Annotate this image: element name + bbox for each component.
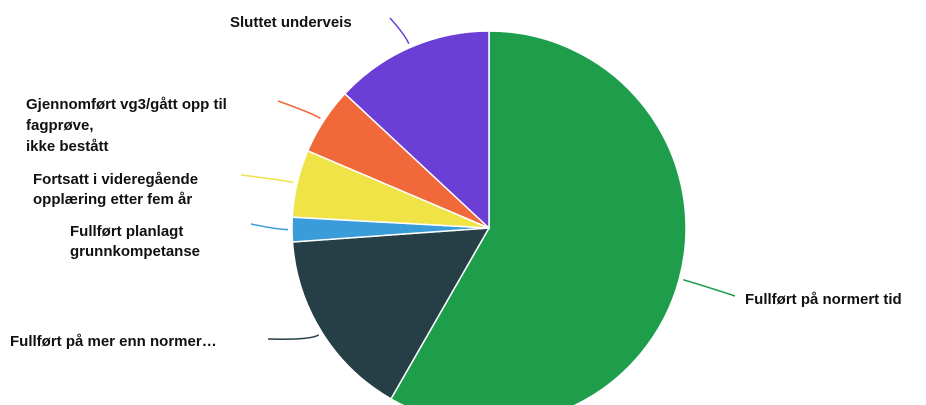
pie-slice-normert-tid bbox=[389, 30, 687, 405]
leader-line-normert-tid bbox=[683, 279, 736, 297]
label-gjennomfort-line1: Gjennomført vg3/gått opp til bbox=[26, 96, 227, 113]
pie-slices bbox=[291, 30, 687, 405]
label-fortsatt-videregaende: Fortsatt i videregående opplæring etter … bbox=[33, 171, 202, 208]
label-fullfort-planlagt-grunnkompetanse: Fullført planlagt grunnkompetanse bbox=[70, 223, 200, 260]
leader-line-sluttet-underveis bbox=[389, 17, 410, 45]
label-sluttet-underveis: Sluttet underveis bbox=[230, 14, 352, 31]
label-gjennomfort-line2: fagprøve, bbox=[26, 117, 94, 134]
leader-lines bbox=[240, 17, 736, 340]
label-gjennomfort-vg3: Gjennomført vg3/gått opp til fagprøve, i… bbox=[26, 96, 231, 155]
leader-line-fortsatt-videregaende bbox=[240, 174, 294, 184]
pie-slice-mer-enn-normert bbox=[291, 227, 491, 400]
leader-line-planlagt-grunnkompetanse bbox=[250, 223, 289, 231]
leader-line-gjennomfort-vg3 bbox=[277, 100, 321, 120]
label-fortsatt-line2: opplæring etter fem år bbox=[33, 191, 192, 208]
pie-slice-sluttet-underveis bbox=[343, 30, 490, 230]
label-fullfort-mer-enn-normert: Fullført på mer enn normer… bbox=[10, 333, 217, 350]
label-fullfort-planlagt-line1: Fullført planlagt bbox=[70, 223, 183, 240]
leader-line-mer-enn-normert bbox=[267, 334, 320, 340]
label-fullfort-normert-tid: Fullført på normert tid bbox=[745, 291, 902, 308]
label-fullfort-planlagt-line2: grunnkompetanse bbox=[70, 243, 200, 260]
label-fortsatt-line1: Fortsatt i videregående bbox=[33, 171, 198, 188]
label-gjennomfort-line3: ikke bestått bbox=[26, 138, 109, 155]
